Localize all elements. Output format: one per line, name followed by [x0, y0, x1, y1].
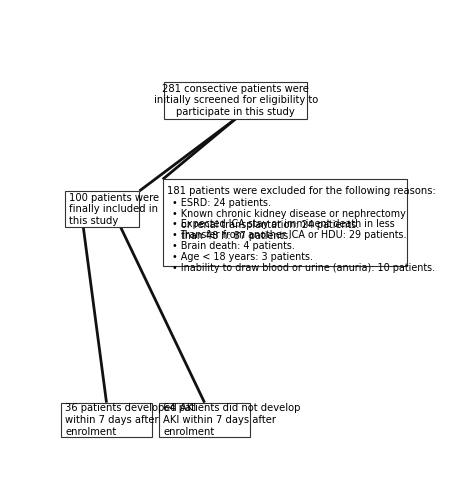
FancyBboxPatch shape [162, 180, 406, 266]
Text: • Inability to draw blood or urine (anuria): 10 patients.: • Inability to draw blood or urine (anur… [171, 262, 434, 272]
FancyBboxPatch shape [164, 82, 307, 118]
Text: 281 consective patients were
initially screened for eligibility to
participate i: 281 consective patients were initially s… [153, 84, 317, 117]
FancyBboxPatch shape [64, 191, 139, 228]
Text: 36 patients developed AKI
within 7 days after
enrolment: 36 patients developed AKI within 7 days … [65, 404, 196, 436]
Text: • Expected ICA stay or imminent death in less
   than 48 h: 87 patients.: • Expected ICA stay or imminent death in… [171, 220, 393, 241]
Text: 181 patients were excluded for the following reasons:: 181 patients were excluded for the follo… [167, 186, 435, 196]
Text: • Brain death: 4 patients.: • Brain death: 4 patients. [171, 241, 294, 251]
Text: 64 patients did not develop
AKI within 7 days after
enrolment: 64 patients did not develop AKI within 7… [163, 404, 300, 436]
Text: • ESRD: 24 patients.: • ESRD: 24 patients. [171, 198, 270, 208]
Text: 100 patients were
finally included in
this study: 100 patients were finally included in th… [69, 192, 159, 226]
Text: • Known chronic kidney disease or nephrectomy
   or renal transplantation: 24 pa: • Known chronic kidney disease or nephre… [171, 208, 404, 230]
FancyBboxPatch shape [159, 402, 250, 438]
Text: • Age < 18 years: 3 patients.: • Age < 18 years: 3 patients. [171, 252, 312, 262]
Text: • Transfer from another ICA or HDU: 29 patients.: • Transfer from another ICA or HDU: 29 p… [171, 230, 405, 240]
FancyBboxPatch shape [61, 402, 151, 438]
